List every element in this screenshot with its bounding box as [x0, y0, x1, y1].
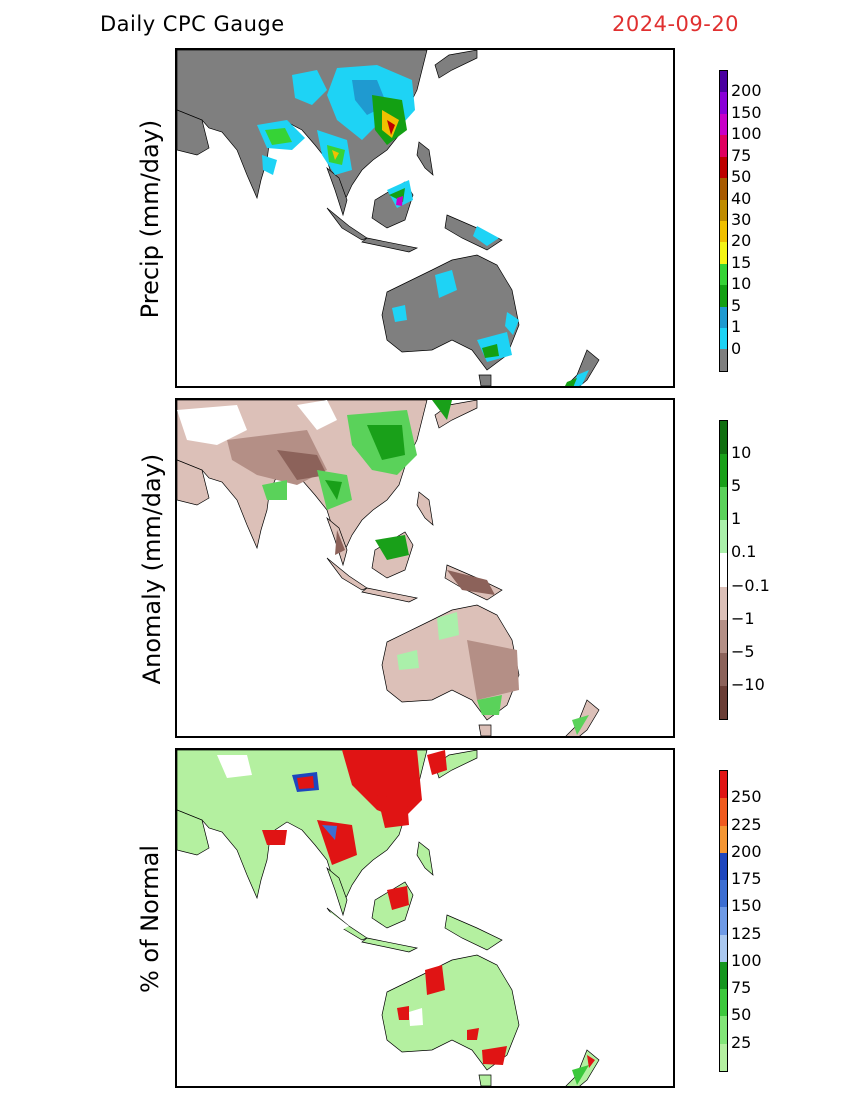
anomaly-colorbar-label: −1 [731, 608, 755, 628]
precip-colorbar-swatch [720, 220, 727, 243]
anomaly-colorbar-swatch [720, 652, 727, 686]
precip-colorbar-swatch [720, 328, 727, 350]
precip-colorbar-label: 40 [731, 188, 752, 208]
precip-colorbar-swatch [720, 285, 727, 307]
percent-colorbar-swatch [720, 1016, 727, 1044]
precip-colorbar-swatch [720, 178, 727, 200]
precip-colorbar-label: 1 [731, 317, 742, 337]
percent-colorbar-swatch [720, 880, 727, 908]
precip-map [175, 48, 675, 388]
anomaly-colorbar-label: −10 [731, 674, 765, 694]
precip-rain-cells [257, 65, 589, 386]
anomaly-colorbar-swatch [720, 454, 727, 488]
map-date: 2024-09-20 [612, 12, 740, 36]
percent-colorbar-label: 225 [731, 814, 762, 834]
percent-colorbar-label: 150 [731, 896, 762, 916]
percent-colorbar-swatch [720, 771, 727, 799]
percent-colorbar-label: 50 [731, 1005, 752, 1025]
anomaly-colorbar-label: −5 [731, 641, 755, 661]
percent-colorbar-label: 200 [731, 841, 762, 861]
precip-colorbar-swatch [720, 92, 727, 114]
anomaly-colorbar-swatch [720, 619, 727, 653]
precip-colorbar-swatch [720, 242, 727, 264]
precip-colorbar-label: 100 [731, 124, 762, 144]
percent-colorbar-swatch [720, 825, 727, 853]
precip-colorbar-swatch [720, 199, 727, 221]
anomaly-map [175, 398, 675, 738]
anomaly-colorbar-label: 1 [731, 509, 742, 529]
percent-map [175, 748, 675, 1088]
anomaly-colorbar-label: −0.1 [731, 575, 770, 595]
anomaly-colorbar-swatch [720, 553, 727, 587]
anomaly-colorbar-swatch [720, 520, 727, 554]
percent-colorbar-label: 100 [731, 950, 762, 970]
percent-colorbar-label: 25 [731, 1032, 752, 1052]
percent-colorbar-label: 125 [731, 923, 762, 943]
precip-colorbar-swatch [720, 349, 727, 371]
percent-fields [217, 750, 595, 1085]
anomaly-axis-label: Anomaly (mm/day) [138, 453, 166, 685]
precip-colorbar-swatch [720, 263, 727, 286]
anomaly-colorbar-label: 5 [731, 476, 742, 496]
precip-colorbar-label: 30 [731, 210, 752, 229]
percent-colorbar-swatch [720, 961, 727, 990]
anomaly-colorbar-swatch [720, 685, 727, 719]
precip-colorbar-label: 5 [731, 295, 742, 315]
percent-colorbar-swatch [720, 907, 727, 935]
precip-colorbar-swatch [720, 71, 727, 93]
percent-colorbar [719, 770, 728, 1072]
precip-colorbar [719, 70, 728, 372]
precip-colorbar-swatch [720, 113, 727, 136]
precip-colorbar-swatch [720, 156, 727, 179]
percent-colorbar-swatch [720, 989, 727, 1017]
map-title: Daily CPC Gauge [100, 12, 285, 36]
anomaly-colorbar-swatch [720, 487, 727, 521]
anomaly-colorbar [719, 420, 728, 720]
precip-colorbar-label: 10 [731, 274, 752, 294]
anomaly-colorbar-label: 0.1 [731, 542, 757, 562]
precip-colorbar-label: 150 [731, 102, 762, 122]
precip-colorbar-swatch [720, 306, 727, 329]
percent-colorbar-swatch [720, 1043, 727, 1071]
anomaly-colorbar-swatch [720, 421, 727, 455]
percent-colorbar-label: 75 [731, 978, 752, 998]
precip-colorbar-label: 15 [731, 252, 752, 272]
precip-colorbar-label: 200 [731, 81, 762, 101]
percent-colorbar-swatch [720, 934, 727, 962]
precip-colorbar-swatch [720, 135, 727, 157]
anomaly-colorbar-label: 10 [731, 443, 752, 463]
anomaly-colorbar-swatch [720, 586, 727, 620]
precip-colorbar-label: 75 [731, 145, 752, 165]
precip-colorbar-label: 0 [731, 338, 742, 358]
percent-axis-label: % of Normal [136, 844, 164, 994]
precip-axis-label: Precip (mm/day) [136, 119, 164, 319]
anomaly-fields [177, 400, 589, 735]
precip-colorbar-label: 20 [731, 231, 752, 251]
percent-colorbar-label: 250 [731, 787, 762, 807]
precip-colorbar-label: 50 [731, 167, 752, 187]
percent-colorbar-swatch [720, 852, 727, 881]
percent-colorbar-label: 175 [731, 869, 762, 889]
percent-colorbar-swatch [720, 798, 727, 826]
